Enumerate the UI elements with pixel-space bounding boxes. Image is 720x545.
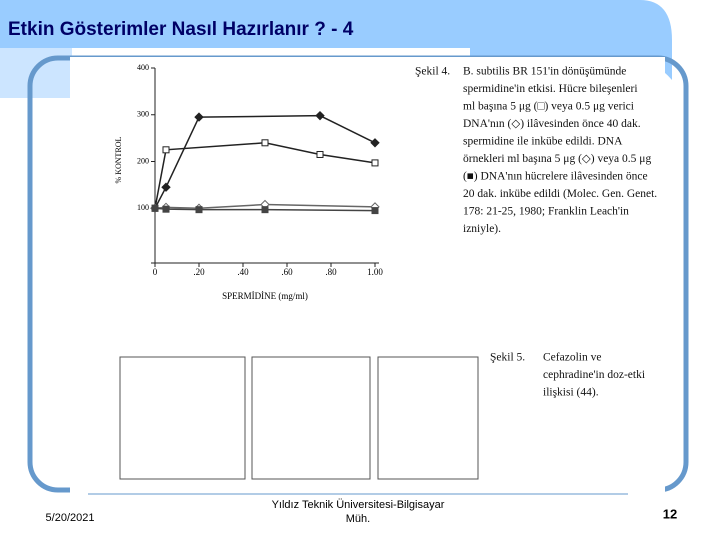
caption-line: 20 dak. inkübe edildi (Molec. Gen. Genet…	[463, 188, 657, 200]
scan-area	[70, 57, 665, 494]
x-tick-label: .60	[281, 267, 293, 277]
footer-center: Müh.	[346, 513, 370, 525]
caption-line: (■) DNA'nın hücrelere ilâvesinden önce	[463, 171, 648, 183]
x-tick-label: .80	[325, 267, 337, 277]
caption-line: izniyle).	[463, 223, 501, 235]
caption-line: B. subtilis BR 151'in dönüşümünde	[463, 66, 626, 78]
y-tick-label: 300	[137, 110, 149, 119]
figure-label: Şekil 5.	[490, 352, 525, 364]
y-tick-label: 400	[137, 63, 149, 72]
y-tick-label: 200	[137, 156, 149, 165]
point	[371, 159, 379, 167]
caption-line: spermidine'in etkisi. Hücre bileşenleri	[463, 83, 638, 95]
footer-center: Yıldız Teknik Üniversitesi-Bilgisayar	[272, 499, 445, 511]
point	[315, 110, 325, 121]
x-tick-label: .20	[193, 267, 205, 277]
x-tick-label: 1.00	[367, 267, 383, 277]
y-axis-label: % KONTROL	[114, 136, 123, 183]
point	[261, 206, 269, 214]
x-axis-label: SPERMİDİNE (mg/ml)	[222, 291, 308, 301]
point	[316, 150, 324, 158]
title-band	[0, 0, 470, 48]
page-number: 12	[663, 506, 677, 521]
point	[261, 139, 269, 147]
point	[371, 207, 379, 215]
caption-line: örnekleri ml başına 5 μg (◇) veya 0.5 μg	[463, 153, 651, 165]
footer-date: 5/20/2021	[46, 512, 95, 524]
scan-panels	[119, 356, 479, 480]
caption-line: ml başına 5 μg (□) veya 0.5 μg verici	[463, 101, 634, 113]
caption-line: ilişkisi (44).	[543, 387, 599, 399]
point	[162, 146, 170, 154]
caption-line: DNA'nın (◇) ilâvesinden önce 40 dak.	[463, 118, 641, 130]
slide-title: Etkin Gösterimler Nasıl Hazırlanır ? - 4	[8, 19, 354, 40]
y-tick-label: 100	[137, 203, 149, 212]
x-tick-label: 0	[153, 267, 158, 277]
point	[151, 204, 159, 212]
x-tick-label: .40	[237, 267, 249, 277]
caption-line: Cefazolin ve	[543, 352, 601, 364]
caption-line: spermidine ile inkübe edildi. DNA	[463, 136, 623, 148]
caption-line: cephradine'in doz-etki	[543, 369, 645, 381]
caption-line: 178: 21-25, 1980; Franklin Leach'in	[463, 206, 629, 218]
point	[370, 138, 380, 148]
point	[195, 206, 203, 214]
point	[161, 182, 171, 192]
title-curve	[470, 0, 672, 80]
point	[194, 112, 204, 122]
figure-label: Şekil 4.	[415, 66, 450, 78]
point	[162, 205, 170, 213]
